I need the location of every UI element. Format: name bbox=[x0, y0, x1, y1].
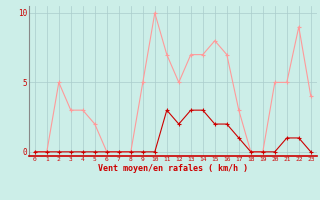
X-axis label: Vent moyen/en rafales ( km/h ): Vent moyen/en rafales ( km/h ) bbox=[98, 164, 248, 173]
